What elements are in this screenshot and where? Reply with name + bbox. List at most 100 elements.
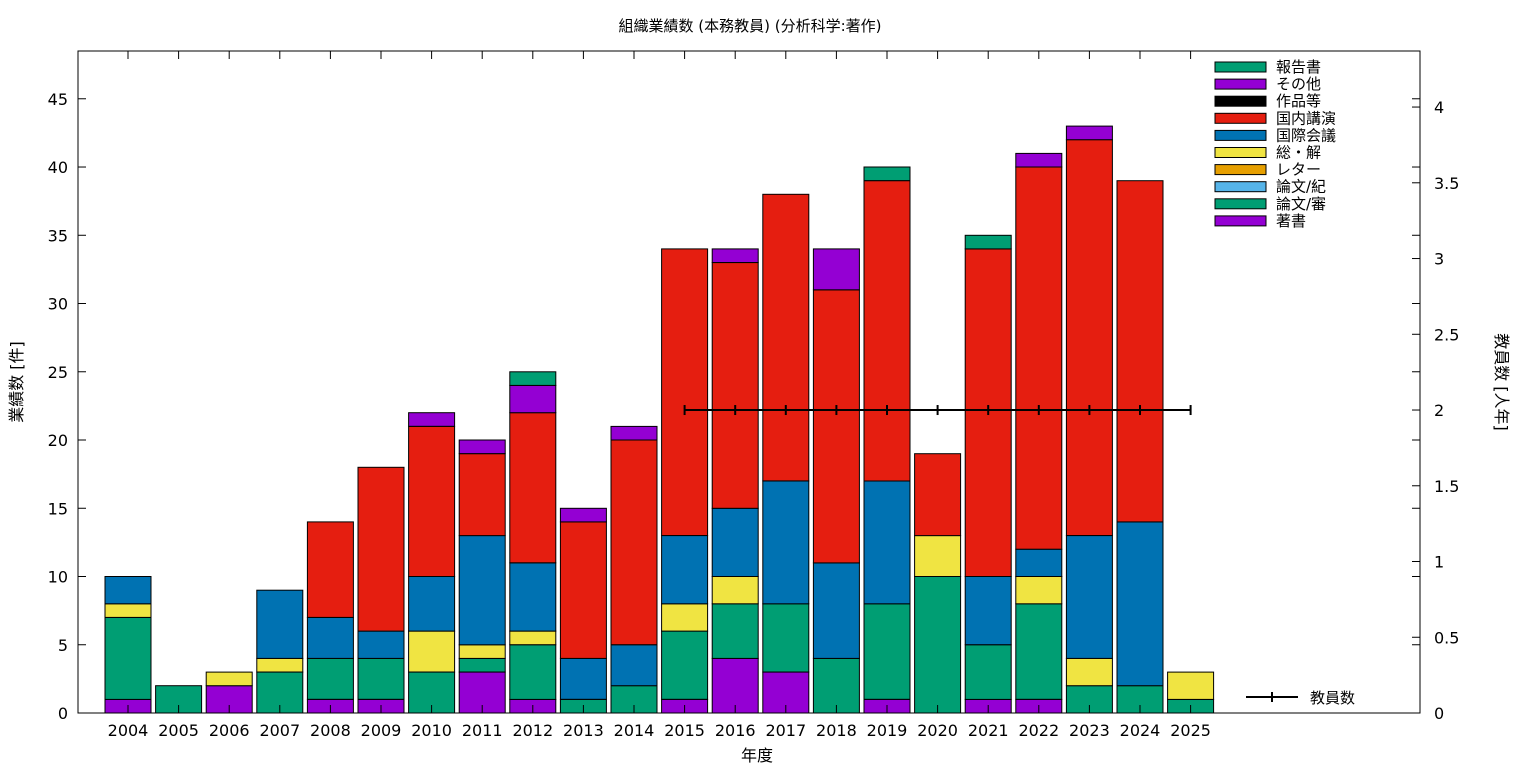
y2-axis: 0 0.5 1 1.5 2 2.5 3 3.5 4 <box>1412 98 1459 723</box>
x-tick-label: 2021 <box>968 721 1009 740</box>
y-tick-label: 10 <box>48 568 68 587</box>
bar-segment-2019-9 <box>863 166 911 182</box>
x-tick-label: 2005 <box>158 721 199 740</box>
y2-tick-label: 3 <box>1434 250 1444 269</box>
bar-segment-2016-8 <box>711 248 759 263</box>
x-tick-label: 2013 <box>563 721 604 740</box>
x-tick-label: 2014 <box>614 721 655 740</box>
legend-swatch <box>1214 147 1267 158</box>
bar-segment-2016-5 <box>711 507 759 577</box>
bar-segment-2011-4 <box>458 644 506 659</box>
y2-tick-label: 2 <box>1434 401 1444 420</box>
bar-segment-2012-6 <box>509 412 557 564</box>
bar-segment-2021-9 <box>964 234 1012 250</box>
bar-segment-2014-5 <box>610 644 658 687</box>
x-tick-label: 2019 <box>867 721 908 740</box>
bar-segment-2004-5 <box>104 576 152 605</box>
bar-segment-2008-6 <box>306 521 354 618</box>
bar-segment-2013-5 <box>559 657 607 700</box>
teacher-count-line-layer <box>683 405 1192 416</box>
legend-label: その他 <box>1276 75 1321 93</box>
bar-segment-2012-4 <box>509 630 557 646</box>
bar-segment-2011-6 <box>458 453 506 537</box>
legend-label: 著書 <box>1276 212 1306 230</box>
y2-tick-label: 0 <box>1434 704 1444 723</box>
legend-swatch <box>1214 129 1267 141</box>
chart-title: 組織業績数 (本務教員) (分析科学:著作) <box>619 17 882 35</box>
y-axis: 0 5 10 15 20 25 30 35 40 45 <box>48 90 1420 723</box>
x-tick-label: 2015 <box>664 721 705 740</box>
bar-segment-2017-6 <box>762 193 810 482</box>
bar-segment-2020-1 <box>914 576 962 714</box>
y2-tick-label: 1 <box>1434 553 1444 572</box>
y-tick-label: 5 <box>58 636 68 655</box>
bar-segment-2018-6 <box>812 289 860 564</box>
bar-segment-2006-4 <box>205 671 253 687</box>
bar-segment-2021-1 <box>964 644 1012 700</box>
y2-tick-label: 2.5 <box>1434 325 1459 344</box>
x-tick-label: 2009 <box>361 721 402 740</box>
x-tick-label: 2023 <box>1069 721 1110 740</box>
bar-segment-2010-5 <box>408 576 456 632</box>
bar-segment-2007-5 <box>256 589 304 659</box>
legend-label: 国際会議 <box>1276 126 1336 144</box>
legend-swatch <box>1214 198 1267 210</box>
legend-label: 総・解 <box>1276 144 1321 162</box>
bar-segment-2011-8 <box>458 439 506 455</box>
bar-segment-2012-9 <box>509 371 557 386</box>
bar-segment-2020-6 <box>914 453 962 537</box>
bar-segment-2007-4 <box>256 657 304 673</box>
x-tick-label: 2010 <box>411 721 452 740</box>
bar-segment-2022-1 <box>1015 603 1063 700</box>
bar-segment-2019-1 <box>863 603 911 700</box>
bar-segment-2012-5 <box>509 562 557 632</box>
bar-segment-2012-1 <box>509 644 557 700</box>
y-tick-label: 15 <box>48 499 68 518</box>
x-tick-label: 2004 <box>108 721 149 740</box>
bar-segment-2016-1 <box>711 603 759 659</box>
legend-label: 国内講演 <box>1276 109 1336 127</box>
bar-segment-2017-1 <box>762 603 810 673</box>
legend-label: 論文/審 <box>1276 195 1326 213</box>
bar-segment-2022-8 <box>1015 152 1063 168</box>
legend-swatch <box>1214 112 1267 124</box>
x-tick-label: 2016 <box>715 721 756 740</box>
y-tick-label: 25 <box>48 363 68 382</box>
bar-segment-2013-6 <box>559 521 607 659</box>
bar-segment-2010-8 <box>408 412 456 427</box>
bar-segment-2011-5 <box>458 535 506 646</box>
bar-segment-2022-6 <box>1015 166 1063 550</box>
bar-segment-2023-6 <box>1065 139 1113 536</box>
bar-segment-2010-6 <box>408 425 456 577</box>
y-tick-label: 0 <box>58 704 68 723</box>
x-tick-label: 2008 <box>310 721 351 740</box>
x-tick-label: 2011 <box>462 721 503 740</box>
y-tick-label: 40 <box>48 158 68 177</box>
bar-segment-2010-4 <box>408 630 456 673</box>
bar-segment-2019-6 <box>863 180 911 482</box>
bar-segment-2024-5 <box>1116 521 1164 687</box>
x-tick-label: 2006 <box>209 721 250 740</box>
y2-axis-label: 教員数 [人年] <box>1492 333 1511 431</box>
legend-swatch <box>1214 215 1267 227</box>
bar-segment-2009-6 <box>357 466 405 632</box>
plot-frame <box>77 50 1421 714</box>
bar-segment-2015-6 <box>661 248 709 536</box>
x-tick-label: 2025 <box>1170 721 1211 740</box>
bar-segment-2009-5 <box>357 630 405 659</box>
y2-tick-label: 0.5 <box>1434 628 1459 647</box>
bar-segment-2020-4 <box>914 535 962 577</box>
y-axis-label: 業績数 [件] <box>7 341 26 423</box>
bar-segment-2021-5 <box>964 576 1012 646</box>
legend-swatch <box>1214 78 1267 90</box>
bar-segment-2009-1 <box>357 657 405 700</box>
legend-label: 報告書 <box>1276 58 1321 76</box>
bar-segment-2023-4 <box>1065 657 1113 687</box>
legend-label: レター <box>1276 161 1321 179</box>
y-tick-label: 45 <box>48 90 68 109</box>
y2-tick-label: 4 <box>1434 98 1444 117</box>
x-tick-label: 2024 <box>1120 721 1161 740</box>
bar-segment-2013-8 <box>559 507 607 523</box>
